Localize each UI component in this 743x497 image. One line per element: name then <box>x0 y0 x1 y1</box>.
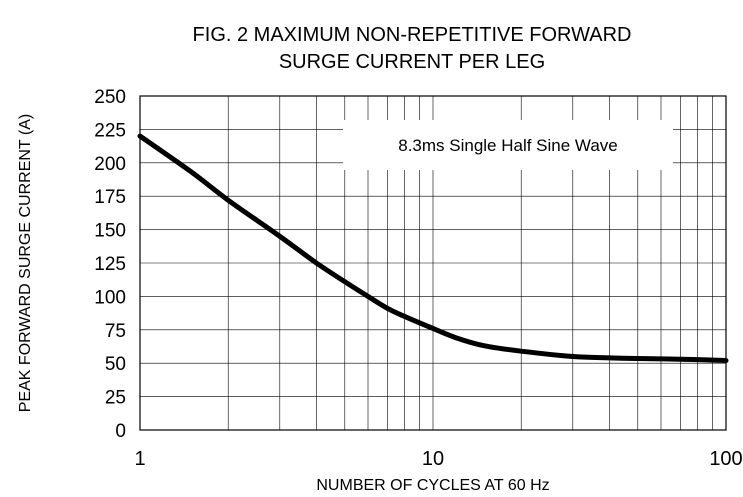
x-tick-labels: 1 10 100 <box>134 448 742 470</box>
y-tick-label: 250 <box>94 87 126 108</box>
y-tick-label: 225 <box>94 120 126 141</box>
y-tick-label: 25 <box>105 388 126 409</box>
y-tick-label: 100 <box>94 287 126 308</box>
curve-layer <box>137 133 729 364</box>
annotation-layer: 8.3ms Single Half Sine Wave <box>343 120 673 170</box>
plot-frame <box>139 95 727 431</box>
x-tick-label: 1 <box>134 448 145 470</box>
annotation-label: 8.3ms Single Half Sine Wave <box>398 136 618 155</box>
y-tick-label: 175 <box>94 187 126 208</box>
y-tick-label: 150 <box>94 221 126 242</box>
y-tick-labels: 0 25 50 75 100 125 150 175 200 225 250 <box>94 87 126 442</box>
y-tick-label: 200 <box>94 154 126 175</box>
series-line-0 <box>137 133 729 364</box>
y-axis-title: PEAK FORWARD SURGE CURRENT (A) <box>17 114 34 412</box>
x-tick-label: 100 <box>709 448 742 470</box>
chart-title-line-2: SURGE CURRENT PER LEG <box>279 51 545 73</box>
chart-title-line-1: FIG. 2 MAXIMUM NON-REPETITIVE FORWARD <box>193 24 632 46</box>
x-tick-label: 10 <box>422 448 444 470</box>
y-tick-label: 75 <box>105 321 126 342</box>
y-tick-label: 50 <box>105 354 126 375</box>
y-tick-label: 125 <box>94 254 126 275</box>
grid-layer <box>140 96 726 430</box>
y-tick-label: 0 <box>115 421 126 442</box>
annotation-box <box>343 120 673 170</box>
x-axis-title: NUMBER OF CYCLES AT 60 Hz <box>316 477 549 494</box>
